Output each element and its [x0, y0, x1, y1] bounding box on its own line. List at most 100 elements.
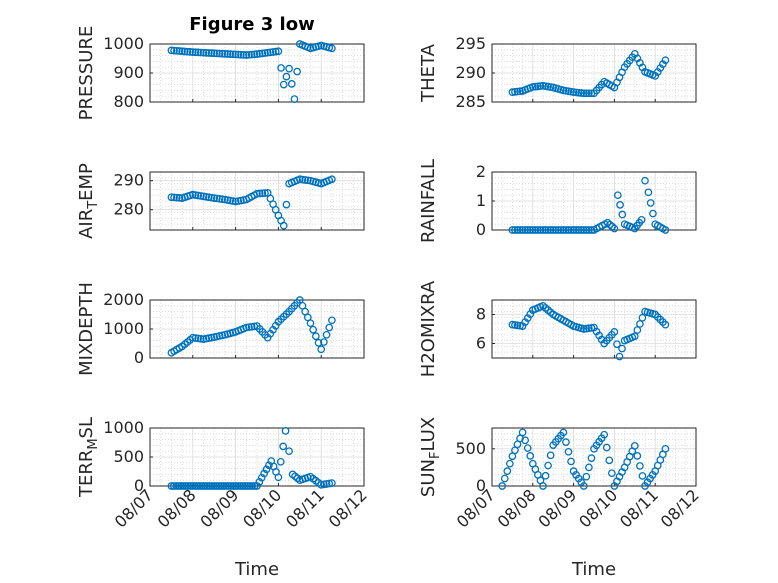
data-point	[279, 442, 288, 451]
data-point	[239, 51, 248, 59]
data-point	[229, 482, 238, 490]
data-point	[287, 80, 296, 88]
data-point	[637, 216, 646, 224]
data-point	[170, 46, 178, 55]
data-point	[536, 82, 545, 90]
data-point	[559, 226, 568, 234]
data-point	[567, 457, 575, 466]
data-point	[247, 322, 256, 331]
data-point	[282, 72, 291, 81]
data-point	[175, 47, 184, 55]
data-point	[274, 47, 283, 56]
data-point	[175, 194, 184, 202]
data-point	[169, 482, 178, 490]
data-point	[544, 461, 552, 470]
axes-box	[491, 299, 697, 359]
y-tick-label: 280	[113, 200, 144, 219]
data-point	[221, 50, 229, 58]
data-point	[585, 463, 593, 472]
data-point	[539, 226, 547, 234]
data-point	[179, 482, 188, 490]
data-point	[281, 427, 290, 435]
data-point	[311, 332, 320, 341]
data-point	[207, 49, 216, 57]
data-point	[198, 482, 207, 490]
axes-box	[149, 171, 365, 231]
data-point	[167, 193, 176, 202]
data-point	[186, 482, 195, 490]
x-axis-label: Time	[234, 559, 279, 580]
data-point	[564, 226, 573, 234]
data-point	[196, 482, 204, 490]
data-point	[243, 482, 252, 490]
data-point	[226, 482, 235, 490]
data-point	[505, 459, 514, 468]
data-point	[277, 64, 285, 72]
y-axis-label: SUNFLUX	[418, 417, 443, 497]
data-point	[572, 226, 581, 234]
data-point	[223, 50, 232, 58]
data-point	[298, 175, 307, 184]
data-point	[534, 82, 542, 91]
data-point	[523, 444, 532, 452]
data-point	[212, 482, 221, 490]
y-tick-label: 1000	[103, 418, 144, 437]
data-point	[508, 88, 517, 96]
data-point	[231, 482, 240, 490]
data-point	[498, 482, 507, 490]
data-point	[202, 48, 211, 57]
data-point	[250, 50, 259, 59]
data-point	[191, 334, 200, 342]
data-point	[534, 226, 542, 234]
data-point	[196, 48, 205, 57]
x-tick-label: 08/12	[657, 485, 703, 531]
y-tick-label: 290	[455, 63, 486, 82]
data-point	[203, 482, 211, 490]
data-point	[569, 88, 578, 96]
data-point	[215, 194, 224, 203]
data-point	[210, 482, 219, 490]
x-axis-label: Time	[571, 559, 616, 580]
data-point	[274, 473, 283, 482]
data-point	[531, 82, 540, 91]
y-tick-label: 6	[476, 334, 486, 353]
data-point	[181, 482, 190, 490]
data-point	[636, 320, 644, 328]
data-point	[303, 176, 312, 185]
data-point	[245, 323, 253, 332]
y-tick-label: 500	[455, 439, 486, 458]
data-point	[205, 49, 213, 57]
data-point	[328, 316, 336, 325]
data-point	[205, 482, 214, 490]
data-point	[261, 189, 269, 197]
data-point	[238, 482, 247, 490]
data-point	[546, 226, 555, 234]
data-point	[638, 472, 647, 480]
data-point	[328, 175, 336, 184]
data-point	[541, 471, 550, 480]
data-point	[234, 482, 242, 490]
data-point	[574, 88, 583, 97]
data-point	[210, 194, 219, 202]
data-point	[285, 64, 293, 73]
x-tick-label: 08/11	[282, 485, 328, 531]
data-point	[265, 461, 273, 470]
data-point	[541, 226, 550, 234]
y-tick-label: 2	[476, 162, 486, 181]
data-point	[263, 48, 272, 57]
y-tick-label: 1000	[103, 34, 144, 53]
data-point	[248, 482, 257, 490]
data-point	[602, 443, 611, 452]
data-point	[523, 226, 532, 234]
data-point	[528, 226, 537, 234]
data-point	[661, 444, 670, 453]
data-point	[245, 50, 253, 59]
data-point	[236, 482, 245, 490]
subplot-theta: 285 290 295 THETA	[418, 34, 697, 111]
data-point	[646, 199, 655, 207]
data-point	[582, 89, 591, 98]
data-point	[513, 226, 522, 234]
data-point	[271, 47, 280, 56]
data-point	[585, 89, 593, 98]
data-point	[526, 452, 535, 460]
